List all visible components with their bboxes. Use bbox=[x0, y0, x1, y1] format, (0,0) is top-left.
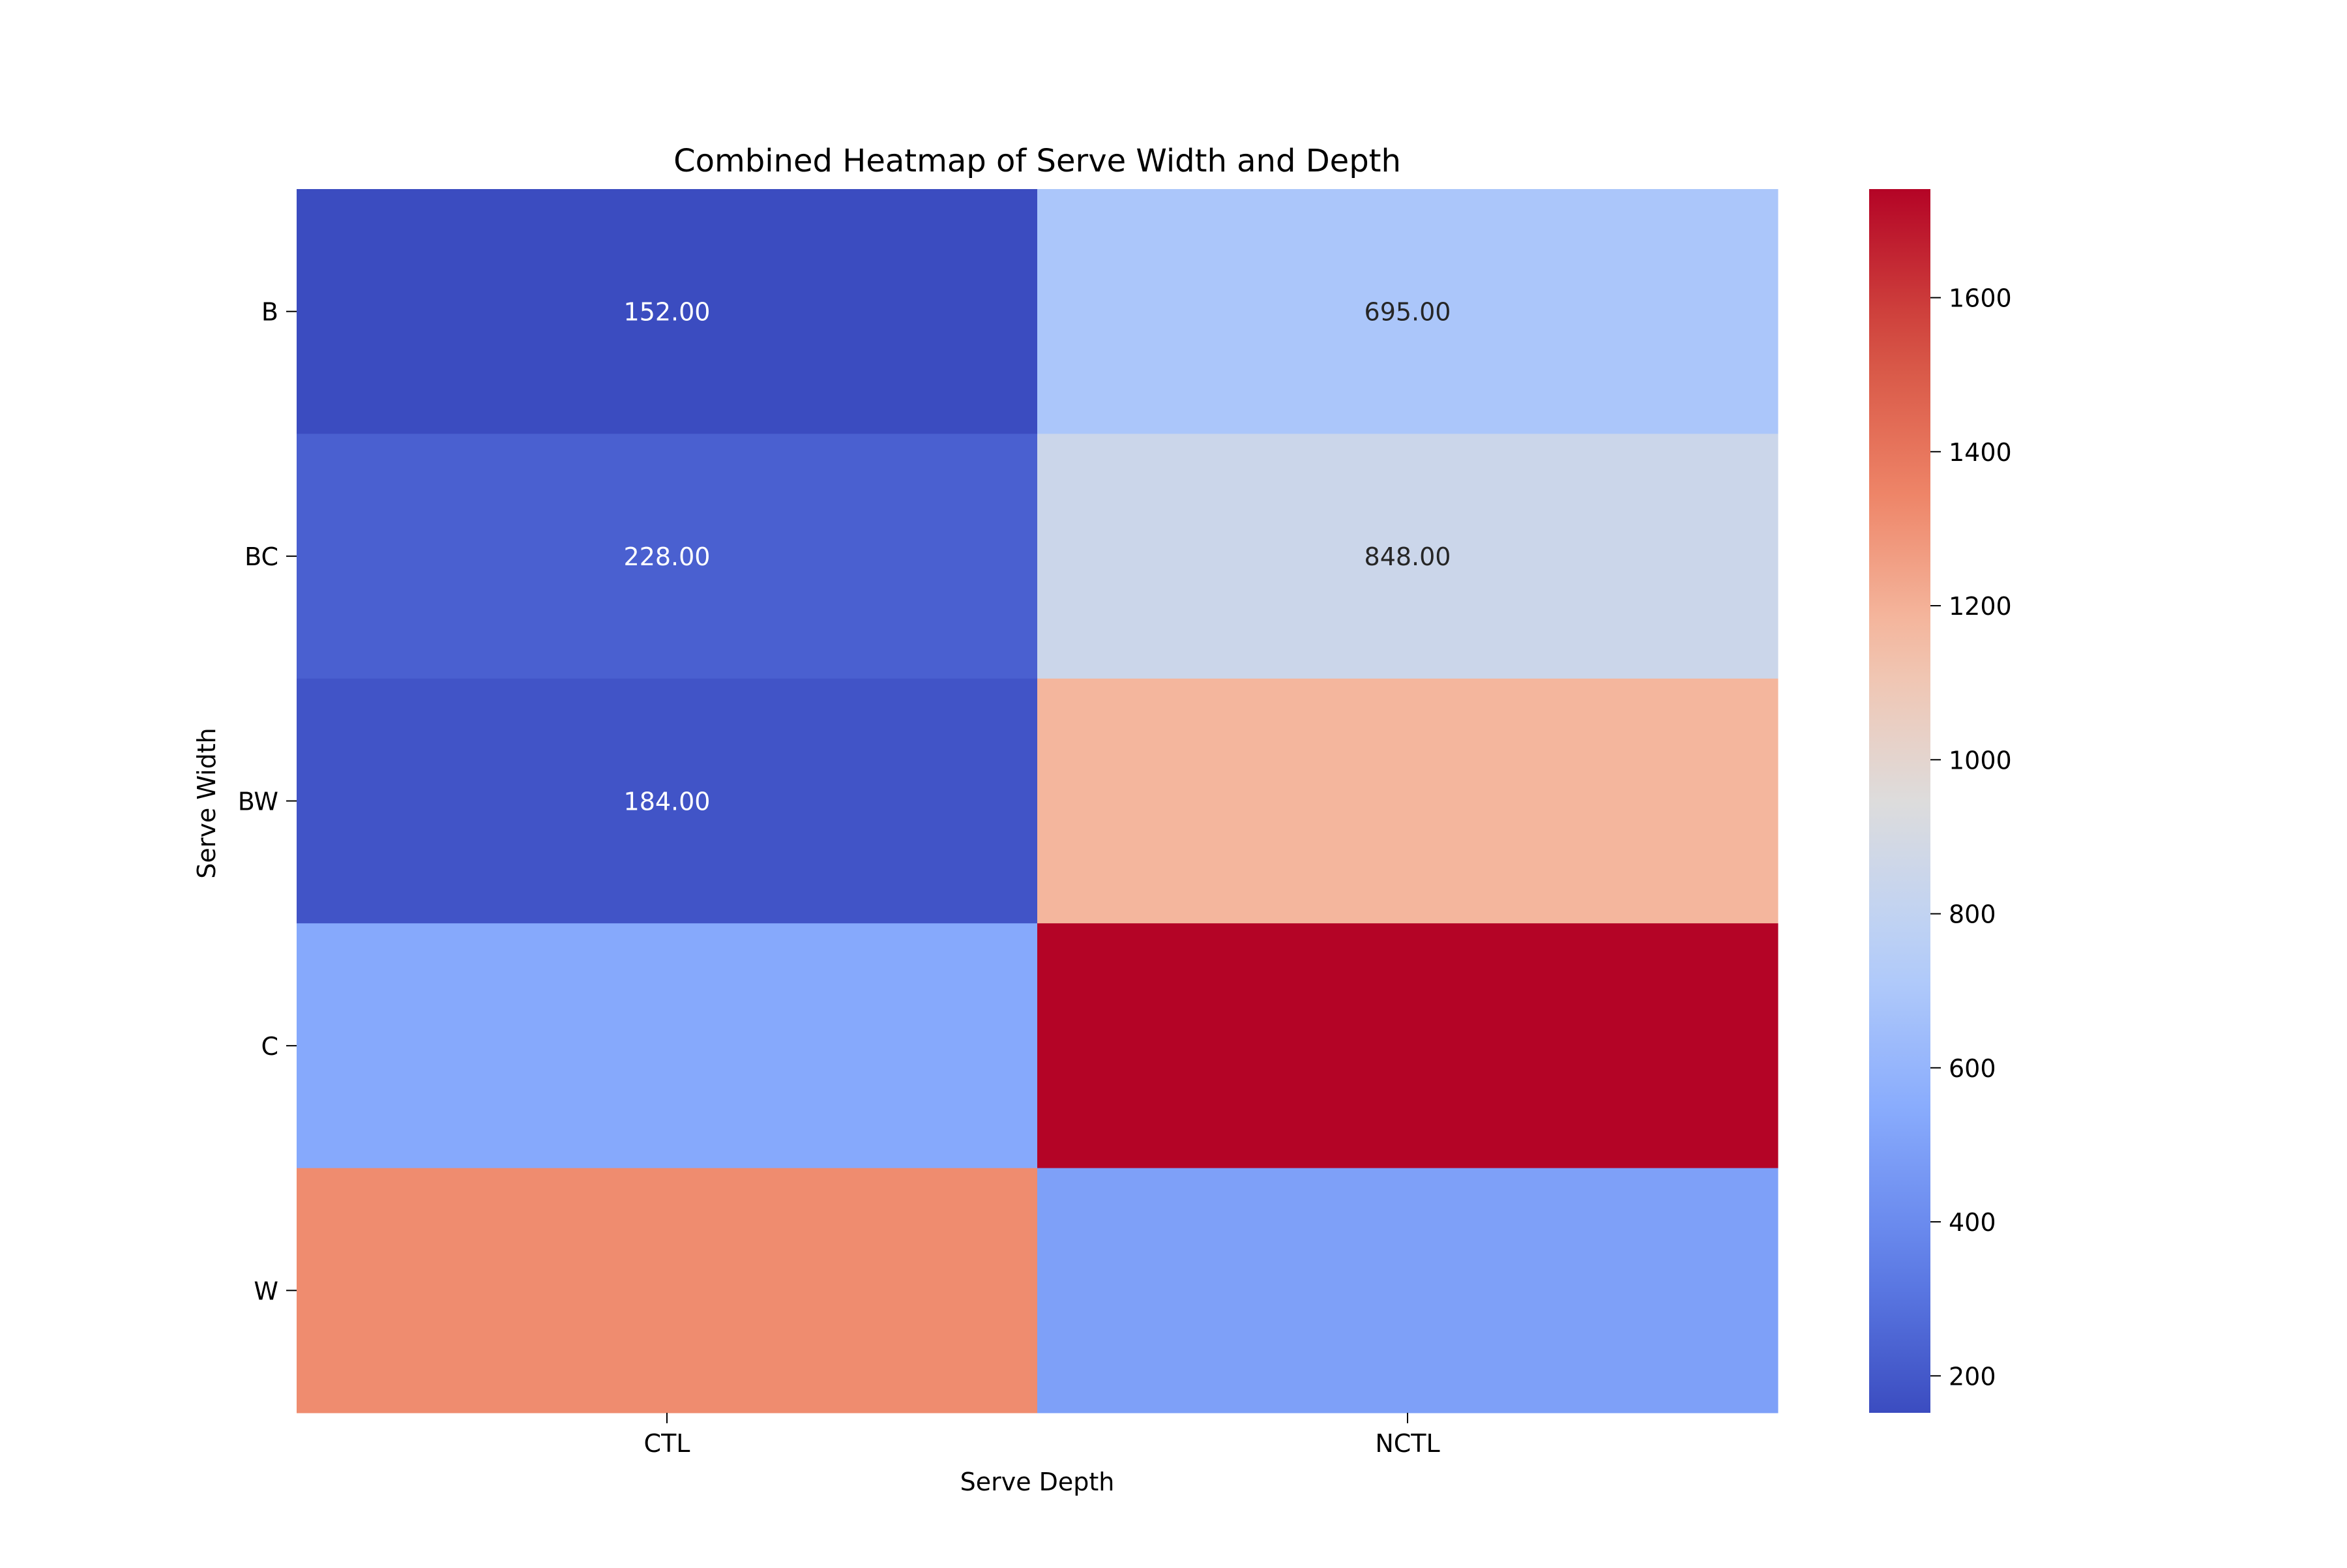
chart-title: Combined Heatmap of Serve Width and Dept… bbox=[673, 143, 1401, 179]
cell-label-BC-CTL: 228.00 bbox=[624, 542, 711, 571]
cell-label-B-CTL: 152.00 bbox=[624, 298, 711, 327]
heatmap-cell-B-NCTL bbox=[1037, 189, 1779, 434]
colorbar-tick-label-1600: 1600 bbox=[1949, 284, 2012, 313]
y-tick-label-BC: BC bbox=[244, 542, 278, 571]
cell-label-B-NCTL: 695.00 bbox=[1365, 298, 1451, 327]
heatmap-cell-labels: 152.00 695.00 228.00 848.00 184.00 bbox=[624, 298, 1451, 816]
y-axis-label: Serve Width bbox=[192, 728, 221, 878]
heatmap-cell-C-CTL bbox=[297, 923, 1038, 1169]
y-tick-label-C: C bbox=[261, 1032, 278, 1061]
colorbar-tick-label-1200: 1200 bbox=[1949, 592, 2012, 621]
colorbar-tick-label-600: 600 bbox=[1949, 1054, 1996, 1083]
heatmap-cells bbox=[297, 189, 1779, 1413]
colorbar-tick-label-1000: 1000 bbox=[1949, 746, 2012, 775]
heatmap-cell-BC-CTL bbox=[297, 434, 1038, 679]
y-tick-label-W: W bbox=[254, 1277, 278, 1305]
y-tick-label-BW: BW bbox=[238, 788, 278, 816]
colorbar-tick-label-400: 400 bbox=[1949, 1208, 1996, 1237]
colorbar-tick-label-800: 800 bbox=[1949, 900, 1996, 929]
heatmap-cell-B-CTL bbox=[297, 189, 1038, 434]
cell-label-BW-CTL: 184.00 bbox=[624, 788, 711, 816]
heatmap-cell-BW-NCTL bbox=[1037, 678, 1779, 924]
x-tick-label-NCTL: NCTL bbox=[1375, 1429, 1439, 1458]
x-axis-label: Serve Depth bbox=[960, 1468, 1115, 1496]
x-axis: CTL NCTL bbox=[644, 1413, 1440, 1458]
colorbar bbox=[1869, 189, 1930, 1413]
x-tick-label-CTL: CTL bbox=[644, 1429, 690, 1458]
colorbar-tick-label-1400: 1400 bbox=[1949, 438, 2012, 467]
colorbar-ticks: 200 400 600 800 1000 1200 1400 1600 bbox=[1930, 284, 2012, 1391]
y-axis: B BC BW C W bbox=[238, 298, 297, 1305]
heatmap-cell-BW-CTL bbox=[297, 678, 1038, 924]
cell-label-BC-NCTL: 848.00 bbox=[1365, 542, 1451, 571]
heatmap-cell-W-CTL bbox=[297, 1168, 1038, 1413]
colorbar-tick-label-200: 200 bbox=[1949, 1362, 1996, 1391]
heatmap-cell-C-NCTL bbox=[1037, 923, 1779, 1169]
heatmap-cell-W-NCTL bbox=[1037, 1168, 1779, 1413]
heatmap-cell-BC-NCTL bbox=[1037, 434, 1779, 679]
y-tick-label-B: B bbox=[261, 298, 278, 327]
